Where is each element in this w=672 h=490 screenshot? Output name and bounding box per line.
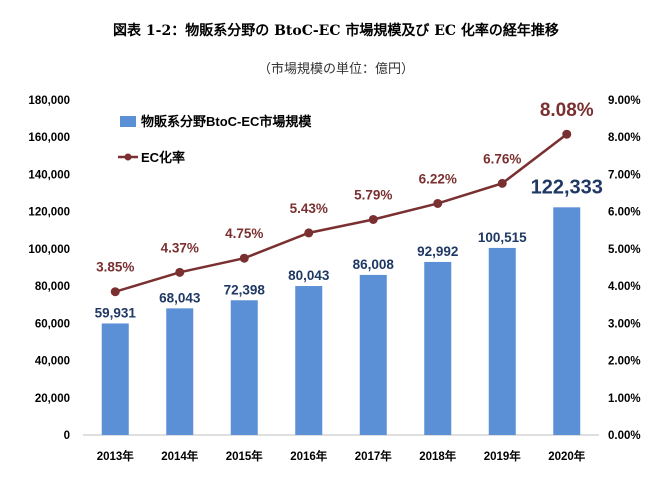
line-value-label: 6.22% [419,171,457,186]
right-tick-label: 3.00% [608,318,641,330]
right-tick-label: 5.00% [608,244,641,256]
line-point [239,253,249,263]
right-tick-label: 7.00% [608,169,641,181]
x-tick-label: 2014年 [161,449,199,463]
line-value-label: 4.75% [225,226,263,241]
right-tick-label: 4.00% [608,281,641,293]
bar-value-label: 100,515 [478,230,527,245]
left-tick-label: 20,000 [35,393,70,405]
right-tick-label: 2.00% [608,356,641,368]
bar-value-label: 92,992 [417,244,458,259]
x-tick-label: 2013年 [97,449,135,463]
line-value-label: 4.37% [161,240,199,255]
x-tick-label: 2016年 [290,449,328,463]
line-value-label: 3.85% [96,260,134,275]
line-point [110,287,120,297]
bar [101,323,129,435]
x-tick-label: 2015年 [226,449,264,463]
bar-value-label: 68,043 [159,290,201,305]
left-axis: 0 20,000 40,000 60,000 80,000 100,000 120,000 1… [28,95,70,442]
line-point [304,228,314,238]
left-tick-label: 60,000 [35,318,70,330]
right-tick-label: 9.00% [608,95,641,107]
line-path [114,133,568,293]
chart-subtitle: （市場規模の単位：億円） [257,62,414,77]
left-tick-label: 180,000 [28,95,70,107]
line-point [562,129,572,139]
x-tick-label: 2018年 [419,449,457,463]
bar-value-labels: 59,931 68,043 72,398 80,043 86,008 92,992 100,… [95,176,603,320]
left-tick-label: 140,000 [28,169,70,181]
legend-bar-swatch [120,116,136,127]
x-tick-label: 2017年 [355,449,393,463]
line-value-label: 8.08% [540,100,594,121]
line-series [110,129,572,297]
line-value-labels: 3.85% 4.37% 4.75% 5.43% 5.79% 6.22% 6.76% 8.08% [96,100,594,274]
left-tick-label: 120,000 [28,207,70,219]
line-value-label: 5.43% [290,201,328,216]
line-point [433,198,443,208]
right-axis: 0.00% 1.00% 2.00% 3.00% 4.00% 5.00% 6.00% 7.00%… [608,95,641,442]
line-point [497,178,507,188]
bar-value-label: 59,931 [95,305,137,320]
right-tick-label: 1.00% [608,393,641,405]
left-tick-label: 160,000 [28,132,70,144]
left-tick-label: 40,000 [35,356,70,368]
bar [488,247,516,435]
legend-line-marker [124,153,132,161]
line-point [368,214,378,224]
bar [424,261,452,435]
line-value-label: 6.76% [483,151,521,166]
legend: 物販系分野BtoC-EC市場規模 EC化率 [118,114,312,165]
x-axis: 2013年 2014年 2015年 2016年 2017年 2018年 2019年 2020年 [97,449,586,463]
bar [359,274,387,435]
bar [166,308,194,435]
right-tick-label: 6.00% [608,207,641,219]
bar-value-label: 86,008 [353,257,395,272]
left-tick-label: 80,000 [35,281,70,293]
line-point [175,267,185,277]
legend-bar-label: 物販系分野BtoC-EC市場規模 [141,114,312,129]
right-tick-label: 0.00% [608,430,641,442]
x-tick-label: 2019年 [484,449,522,463]
bar [553,207,581,435]
bar-value-label: 122,333 [531,176,603,198]
left-tick-label: 100,000 [28,244,70,256]
chart-title: 図表 1-2：物販系分野の BtoC-EC 市場規模及び EC 化率の経年推移 [113,23,559,39]
bar-value-label: 80,043 [288,268,330,283]
line-value-label: 5.79% [354,187,392,202]
left-tick-label: 0 [64,430,70,442]
x-tick-label: 2020年 [548,449,586,463]
bar-value-label: 72,398 [224,282,266,297]
bar-series [101,207,581,435]
bar [230,300,258,435]
legend-line-label: EC化率 [141,150,185,165]
bar [295,286,323,435]
right-tick-label: 8.00% [608,132,641,144]
